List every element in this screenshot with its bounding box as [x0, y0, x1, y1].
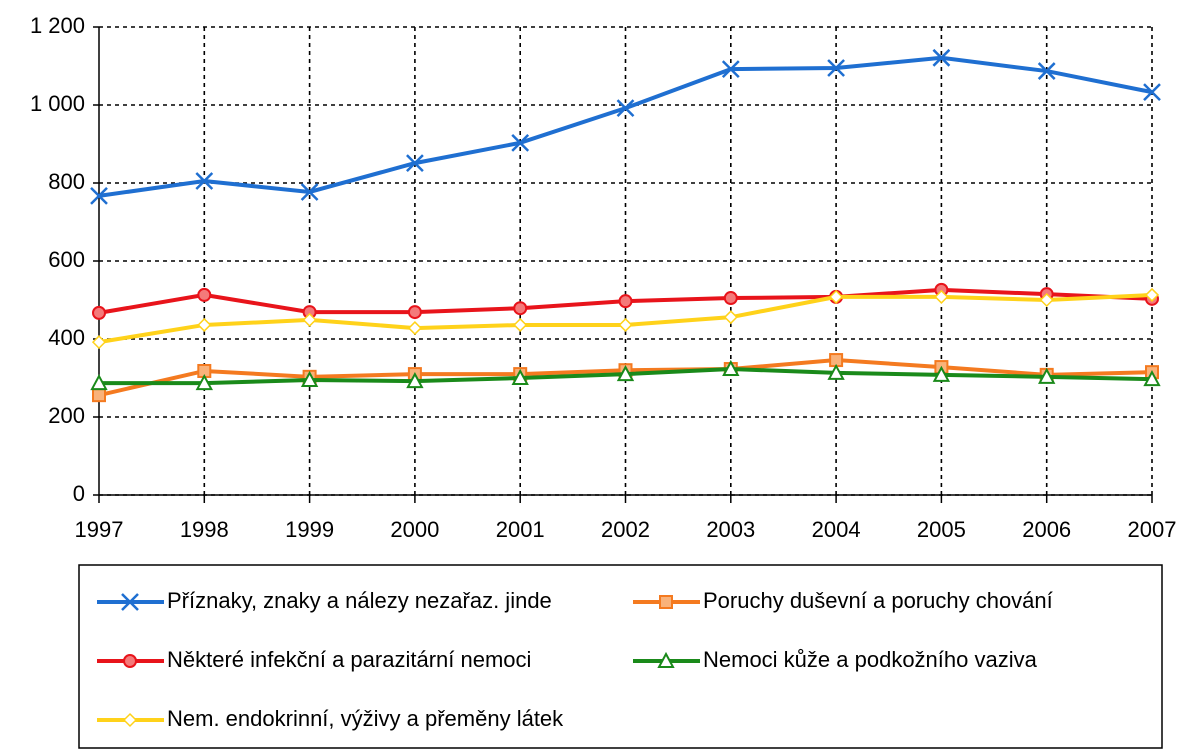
x-tick-label: 2005: [917, 517, 966, 542]
marker: [122, 712, 138, 728]
y-tick-label: 600: [48, 247, 85, 272]
legend-label: Příznaky, znaky a nálezy nezařaz. jinde: [167, 588, 552, 613]
marker: [195, 373, 213, 391]
y-tick-label: 200: [48, 403, 85, 428]
marker: [721, 60, 740, 79]
marker: [407, 321, 422, 336]
x-tick-label: 1998: [180, 517, 229, 542]
marker: [616, 99, 635, 118]
marker: [511, 133, 530, 152]
x-tick-label: 2001: [496, 517, 545, 542]
marker: [513, 301, 528, 316]
marker: [1037, 62, 1056, 80]
marker: [723, 291, 738, 306]
marker: [300, 183, 319, 201]
y-tick-label: 1 000: [30, 91, 85, 116]
y-tick-label: 1 200: [30, 13, 85, 38]
marker: [618, 317, 633, 333]
legend-box: [78, 564, 1163, 749]
y-tick-label: 0: [73, 481, 85, 506]
x-tick-label: 1999: [285, 517, 334, 542]
marker: [197, 287, 212, 302]
marker: [827, 363, 845, 380]
marker: [723, 310, 738, 325]
marker: [657, 651, 675, 668]
legend-label: Nemoci kůže a podkožního vaziva: [703, 647, 1038, 672]
marker: [1039, 292, 1054, 308]
marker: [1144, 287, 1160, 302]
marker: [827, 59, 845, 77]
marker: [406, 372, 424, 389]
marker: [934, 289, 949, 304]
x-tick-label: 2007: [1128, 517, 1177, 542]
x-tick-label: 2003: [706, 517, 755, 542]
legend-label: Některé infekční a parazitární nemoci: [167, 647, 531, 672]
marker: [195, 172, 214, 190]
marker: [300, 370, 319, 387]
marker: [197, 317, 212, 333]
marker: [302, 312, 317, 327]
marker: [722, 359, 740, 377]
marker: [121, 593, 139, 611]
marker: [406, 154, 424, 172]
marker: [92, 388, 106, 403]
marker: [1038, 367, 1056, 384]
marker: [513, 317, 528, 333]
legend-label: Nem. endokrinní, výživy a přeměny látek: [167, 706, 564, 731]
marker: [91, 335, 107, 350]
marker: [829, 289, 844, 304]
x-tick-label: 2006: [1022, 517, 1071, 542]
marker: [1143, 83, 1161, 102]
marker: [90, 373, 108, 391]
marker: [92, 305, 106, 320]
y-tick-label: 400: [48, 325, 85, 350]
marker: [932, 48, 951, 67]
marker: [659, 595, 673, 609]
marker: [1143, 370, 1161, 387]
x-tick-label: 2004: [812, 517, 861, 542]
marker: [407, 305, 422, 320]
marker: [123, 654, 137, 668]
legend-label: Poruchy duševní a poruchy chování: [703, 588, 1053, 613]
marker: [511, 368, 529, 385]
x-tick-label: 1997: [75, 517, 124, 542]
marker: [90, 186, 108, 205]
marker: [618, 294, 633, 309]
x-tick-label: 2000: [390, 517, 439, 542]
marker: [616, 364, 635, 382]
x-tick-label: 2002: [601, 517, 650, 542]
y-tick-label: 800: [48, 169, 85, 194]
marker: [932, 365, 951, 382]
